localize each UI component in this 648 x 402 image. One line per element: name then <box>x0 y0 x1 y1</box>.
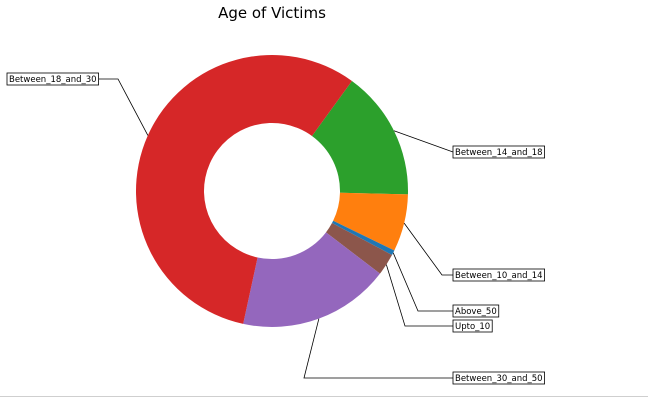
leader-above-50 <box>392 252 453 312</box>
slice-between-30-and-50 <box>243 232 380 328</box>
leader-upto-10 <box>385 264 453 327</box>
donut-slices <box>136 55 408 328</box>
label-between-18-and-30: Between_18_and_30 <box>9 75 97 85</box>
label-box-upto-10 <box>452 319 493 333</box>
leader-between-14-and-18 <box>393 130 454 153</box>
label-box-between-14-and-18 <box>452 145 545 159</box>
label-between-10-and-14: Between_10_and_14 <box>455 271 543 281</box>
leader-between-10-and-14 <box>403 222 453 276</box>
label-leader-lines <box>98 78 454 379</box>
leader-between-18-and-30 <box>98 78 149 136</box>
chart-title: Age of Victims <box>218 4 326 22</box>
slice-between-14-and-18 <box>311 80 408 195</box>
label-upto-10: Upto_10 <box>455 322 490 332</box>
label-box-above-50 <box>452 304 500 318</box>
label-box-between-30-and-50 <box>452 371 545 385</box>
slice-labels: Between_14_and_18 Between_10_and_14 Above_… <box>6 72 545 385</box>
slice-between-18-and-30 <box>136 55 352 324</box>
slice-upto-10 <box>325 223 392 274</box>
slice-above-50 <box>331 220 395 256</box>
label-between-14-and-18: Between_14_and_18 <box>455 148 543 158</box>
slice-between-10-and-14 <box>333 192 408 251</box>
label-box-between-10-and-14 <box>452 268 545 282</box>
label-between-30-and-50: Between_30_and_50 <box>455 374 543 384</box>
label-above-50: Above_50 <box>455 307 497 317</box>
label-box-between-18-and-30 <box>6 72 99 86</box>
leader-between-30-and-50 <box>303 318 453 379</box>
